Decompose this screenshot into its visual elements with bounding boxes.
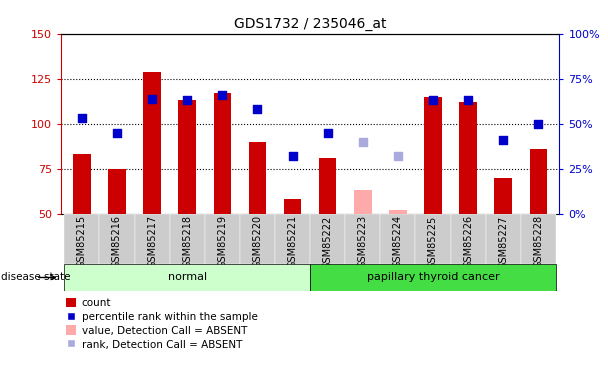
Text: disease state: disease state	[1, 273, 71, 282]
Point	[147, 96, 157, 102]
Bar	[240, 214, 275, 264]
Point	[358, 139, 368, 145]
Text: GSM85222: GSM85222	[323, 215, 333, 268]
Bar	[213, 93, 231, 214]
Point	[288, 153, 297, 159]
Point	[393, 153, 402, 159]
Title: GDS1732 / 235046_at: GDS1732 / 235046_at	[234, 17, 386, 32]
Bar	[178, 100, 196, 214]
Point	[499, 137, 508, 143]
Bar	[451, 214, 486, 264]
Point	[323, 130, 333, 136]
Point	[182, 98, 192, 104]
Bar	[415, 214, 451, 264]
Bar	[380, 214, 415, 264]
Bar	[310, 214, 345, 264]
Bar	[249, 142, 266, 214]
Text: GSM85220: GSM85220	[252, 215, 263, 268]
Point	[218, 92, 227, 98]
Text: GSM85217: GSM85217	[147, 215, 157, 268]
Bar	[494, 178, 512, 214]
Bar	[108, 169, 126, 214]
Text: GSM85221: GSM85221	[288, 215, 297, 268]
Text: GSM85219: GSM85219	[217, 215, 227, 268]
Bar	[530, 149, 547, 214]
Point	[463, 98, 473, 104]
Bar	[284, 200, 302, 214]
Bar	[310, 264, 556, 291]
Bar	[389, 210, 407, 214]
Text: papillary thyroid cancer: papillary thyroid cancer	[367, 273, 499, 282]
Bar	[64, 264, 310, 291]
Text: GSM85227: GSM85227	[498, 215, 508, 268]
Text: GSM85225: GSM85225	[428, 215, 438, 268]
Bar	[170, 214, 205, 264]
Point	[112, 130, 122, 136]
Bar	[275, 214, 310, 264]
Point	[428, 98, 438, 104]
Bar	[64, 214, 100, 264]
Bar	[459, 102, 477, 214]
Text: GSM85218: GSM85218	[182, 215, 192, 268]
Bar	[354, 190, 371, 214]
Text: GSM85226: GSM85226	[463, 215, 473, 268]
Bar	[345, 214, 380, 264]
Text: GSM85224: GSM85224	[393, 215, 403, 268]
Bar	[319, 158, 336, 214]
Text: GSM85228: GSM85228	[533, 215, 544, 268]
Bar	[424, 97, 442, 214]
Point	[252, 106, 262, 112]
Bar	[134, 214, 170, 264]
Text: GSM85216: GSM85216	[112, 215, 122, 268]
Text: GSM85215: GSM85215	[77, 215, 87, 268]
Bar	[73, 154, 91, 214]
Bar	[100, 214, 134, 264]
Legend: count, percentile rank within the sample, value, Detection Call = ABSENT, rank, : count, percentile rank within the sample…	[66, 298, 258, 350]
Point	[77, 116, 87, 122]
Text: GSM85223: GSM85223	[358, 215, 368, 268]
Bar	[205, 214, 240, 264]
Text: normal: normal	[168, 273, 207, 282]
Point	[533, 121, 543, 127]
Bar	[486, 214, 520, 264]
Bar	[520, 214, 556, 264]
Bar	[143, 72, 161, 214]
